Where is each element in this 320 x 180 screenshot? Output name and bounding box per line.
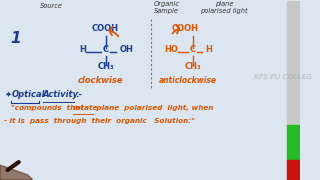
- Text: - it is  pass  through  their  organic   Solution:": - it is pass through their organic Solut…: [4, 118, 195, 124]
- Text: polarised light: polarised light: [201, 8, 248, 14]
- Text: Optical: Optical: [11, 89, 45, 98]
- Text: HO: HO: [164, 45, 178, 54]
- Text: CH₃: CH₃: [97, 62, 114, 71]
- Text: plane: plane: [215, 1, 234, 7]
- Text: plane  polarised  light, when: plane polarised light, when: [94, 105, 214, 111]
- Text: :-: :-: [75, 89, 82, 98]
- Text: rotate: rotate: [73, 105, 98, 111]
- Text: anticlockwise: anticlockwise: [159, 76, 217, 85]
- Text: C: C: [189, 45, 196, 54]
- Text: Sample: Sample: [154, 8, 179, 14]
- Text: clockwise: clockwise: [77, 76, 123, 85]
- Text: COOH: COOH: [92, 24, 119, 33]
- Text: H: H: [206, 45, 212, 54]
- Text: COOH: COOH: [172, 24, 198, 33]
- Text: OH: OH: [120, 45, 133, 54]
- Text: 1: 1: [11, 31, 21, 46]
- Text: C: C: [102, 45, 109, 54]
- Text: CH₃: CH₃: [184, 62, 201, 71]
- Text: KPS PU COLLEG: KPS PU COLLEG: [254, 74, 312, 80]
- Polygon shape: [0, 165, 33, 180]
- Text: ✦: ✦: [5, 89, 12, 98]
- Text: Source: Source: [40, 3, 63, 9]
- Text: Organic: Organic: [153, 1, 180, 7]
- Text: H: H: [79, 45, 86, 54]
- Text: "compounds  that: "compounds that: [11, 105, 89, 111]
- Text: Activity: Activity: [43, 89, 79, 98]
